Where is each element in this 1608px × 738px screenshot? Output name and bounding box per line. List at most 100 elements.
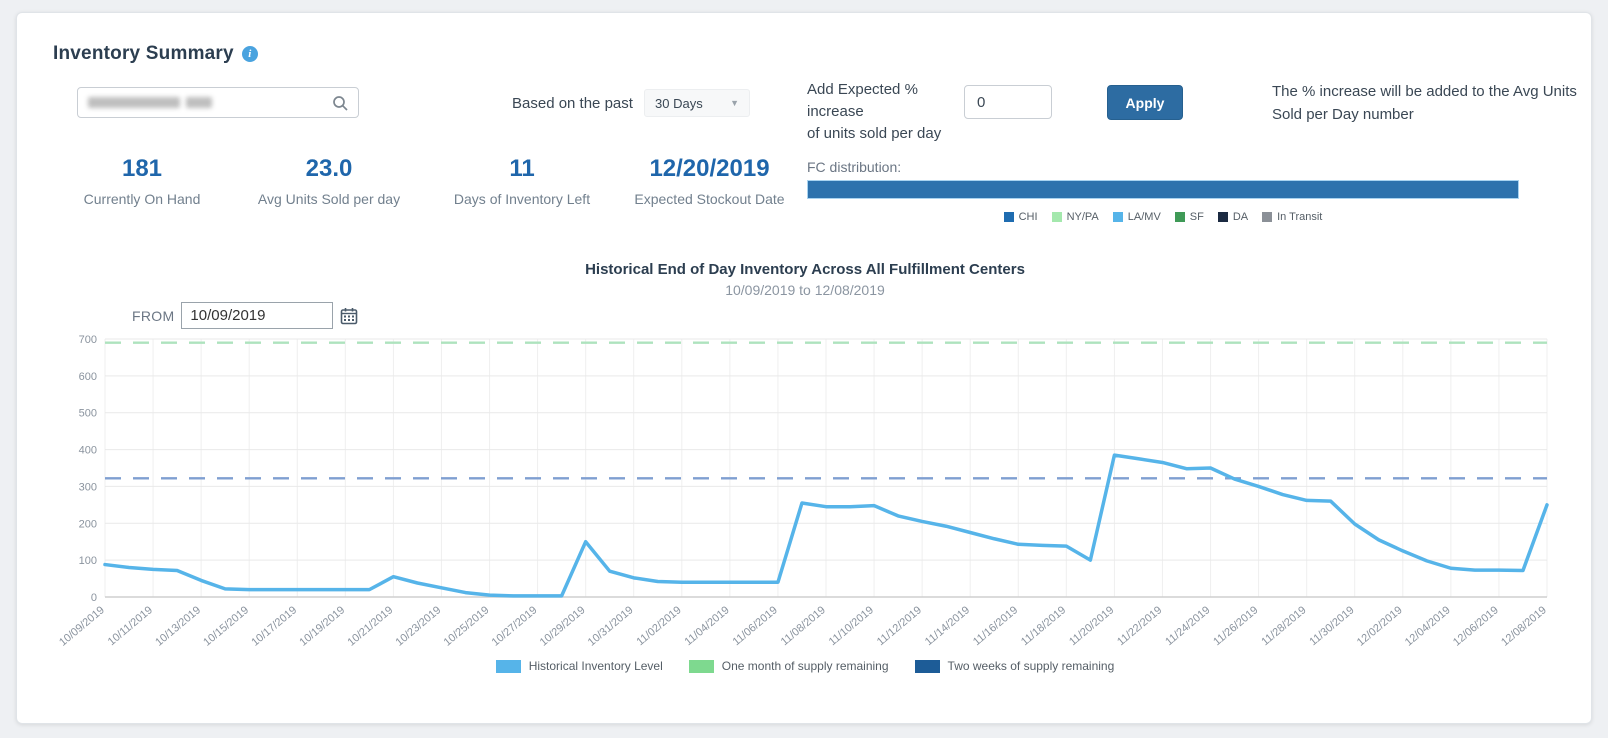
y-axis: 0100200300400500600700 — [79, 334, 1547, 604]
legend-label: Historical Inventory Level — [529, 659, 663, 673]
svg-text:10/11/2019: 10/11/2019 — [106, 604, 155, 648]
stat-label: Currently On Hand — [57, 191, 227, 207]
stat-value: 11 — [437, 155, 607, 183]
svg-text:11/04/2019: 11/04/2019 — [683, 604, 732, 648]
x-axis: 10/09/201910/11/201910/13/201910/15/2019… — [57, 604, 1549, 649]
svg-text:11/16/2019: 11/16/2019 — [971, 604, 1020, 648]
period-select-value: 30 Days — [655, 96, 703, 111]
fc-legend-item: DA — [1218, 211, 1248, 223]
legend-label: LA/MV — [1128, 211, 1161, 223]
vertical-gridlines — [105, 339, 1547, 597]
from-date-input[interactable] — [181, 302, 333, 329]
legend-swatch — [1052, 212, 1062, 222]
legend-label: SF — [1190, 211, 1204, 223]
legend-swatch — [689, 660, 714, 673]
chart-legend-item: Historical Inventory Level — [496, 659, 663, 673]
svg-text:11/08/2019: 11/08/2019 — [779, 604, 828, 648]
stat-currently-on-hand: 181 Currently On Hand — [57, 155, 227, 207]
stat-avg-units-sold: 23.0 Avg Units Sold per day — [229, 155, 429, 207]
info-icon[interactable]: i — [242, 46, 258, 62]
svg-text:11/30/2019: 11/30/2019 — [1307, 604, 1356, 648]
svg-text:11/06/2019: 11/06/2019 — [731, 604, 780, 648]
chart-legend-item: One month of supply remaining — [689, 659, 889, 673]
stat-expected-stockout-date: 12/20/2019 Expected Stockout Date — [617, 155, 802, 207]
svg-text:200: 200 — [79, 518, 97, 530]
inventory-history-chart: 010020030040050060070010/09/201910/11/20… — [55, 329, 1563, 661]
page-title: Inventory Summary — [53, 43, 234, 65]
svg-text:12/02/2019: 12/02/2019 — [1355, 604, 1405, 649]
fc-legend-item: CHI — [1004, 211, 1038, 223]
svg-text:11/02/2019: 11/02/2019 — [634, 604, 683, 648]
legend-label: NY/PA — [1067, 211, 1099, 223]
from-date-control: FROM — [132, 302, 358, 329]
chevron-down-icon: ▼ — [730, 98, 739, 108]
search-icon — [332, 95, 348, 111]
svg-text:10/17/2019: 10/17/2019 — [249, 604, 299, 649]
legend-label: DA — [1233, 211, 1248, 223]
stat-value: 23.0 — [229, 155, 429, 183]
svg-text:10/29/2019: 10/29/2019 — [538, 604, 588, 649]
fc-distribution-label: FC distribution: — [807, 159, 901, 175]
svg-text:11/10/2019: 11/10/2019 — [827, 604, 876, 648]
chart-legend-item: Two weeks of supply remaining — [915, 659, 1115, 673]
svg-text:12/08/2019: 12/08/2019 — [1499, 604, 1549, 649]
based-on-past-label: Based on the past — [512, 95, 633, 112]
svg-text:10/25/2019: 10/25/2019 — [442, 604, 492, 649]
fc-bar-segment-chi — [808, 181, 1518, 198]
svg-text:100: 100 — [79, 555, 97, 567]
card-header: Inventory Summary i — [53, 43, 258, 65]
from-label: FROM — [132, 308, 174, 324]
stat-value: 181 — [57, 155, 227, 183]
stat-days-inventory-left: 11 Days of Inventory Left — [437, 155, 607, 207]
svg-text:11/24/2019: 11/24/2019 — [1163, 604, 1212, 648]
pct-increase-label: Add Expected % increase of units sold pe… — [807, 79, 977, 144]
legend-swatch — [1262, 212, 1272, 222]
calendar-button[interactable] — [340, 307, 358, 325]
svg-text:10/09/2019: 10/09/2019 — [57, 604, 107, 649]
legend-label: CHI — [1019, 211, 1038, 223]
inventory-summary-card: Inventory Summary i Based on the past 30… — [16, 12, 1592, 724]
search-input[interactable] — [77, 87, 359, 118]
fc-distribution-legend: CHI NY/PA LA/MV SF DA In Transit — [807, 211, 1519, 223]
svg-text:10/15/2019: 10/15/2019 — [201, 604, 251, 649]
chart-subtitle: 10/09/2019 to 12/08/2019 — [57, 282, 1553, 298]
period-select[interactable]: 30 Days ▼ — [644, 89, 750, 117]
pct-increase-input[interactable] — [964, 85, 1052, 119]
svg-text:10/13/2019: 10/13/2019 — [153, 604, 203, 649]
chart-title: Historical End of Day Inventory Across A… — [57, 261, 1553, 278]
legend-swatch — [1113, 212, 1123, 222]
search-redacted-text — [186, 97, 212, 108]
legend-swatch — [496, 660, 521, 673]
pct-increase-helper-text: The % increase will be added to the Avg … — [1272, 81, 1588, 126]
search-redacted-text — [88, 97, 180, 108]
svg-text:11/14/2019: 11/14/2019 — [923, 604, 972, 648]
chart-legend: Historical Inventory Level One month of s… — [57, 659, 1553, 673]
legend-label: In Transit — [1277, 211, 1322, 223]
svg-text:10/27/2019: 10/27/2019 — [490, 604, 540, 649]
svg-text:11/26/2019: 11/26/2019 — [1211, 604, 1260, 648]
fc-legend-item: LA/MV — [1113, 211, 1161, 223]
stat-value: 12/20/2019 — [617, 155, 802, 183]
svg-text:10/23/2019: 10/23/2019 — [394, 604, 444, 649]
svg-text:500: 500 — [79, 408, 97, 420]
svg-text:600: 600 — [79, 371, 97, 383]
fc-legend-item: SF — [1175, 211, 1204, 223]
fc-legend-item: In Transit — [1262, 211, 1322, 223]
fc-distribution-bar — [807, 180, 1519, 199]
stat-label: Avg Units Sold per day — [229, 191, 429, 207]
svg-text:11/20/2019: 11/20/2019 — [1067, 604, 1116, 648]
apply-button[interactable]: Apply — [1107, 85, 1183, 120]
svg-text:10/31/2019: 10/31/2019 — [586, 604, 636, 649]
svg-text:12/04/2019: 12/04/2019 — [1403, 604, 1453, 649]
svg-text:11/18/2019: 11/18/2019 — [1019, 604, 1068, 648]
calendar-icon — [340, 307, 358, 325]
svg-text:12/06/2019: 12/06/2019 — [1451, 604, 1501, 649]
svg-text:10/19/2019: 10/19/2019 — [297, 604, 347, 649]
svg-text:11/28/2019: 11/28/2019 — [1259, 604, 1308, 648]
legend-swatch — [915, 660, 940, 673]
legend-swatch — [1218, 212, 1228, 222]
fc-legend-item: NY/PA — [1052, 211, 1099, 223]
svg-text:400: 400 — [79, 445, 97, 457]
svg-text:700: 700 — [79, 334, 97, 346]
legend-label: Two weeks of supply remaining — [948, 659, 1115, 673]
